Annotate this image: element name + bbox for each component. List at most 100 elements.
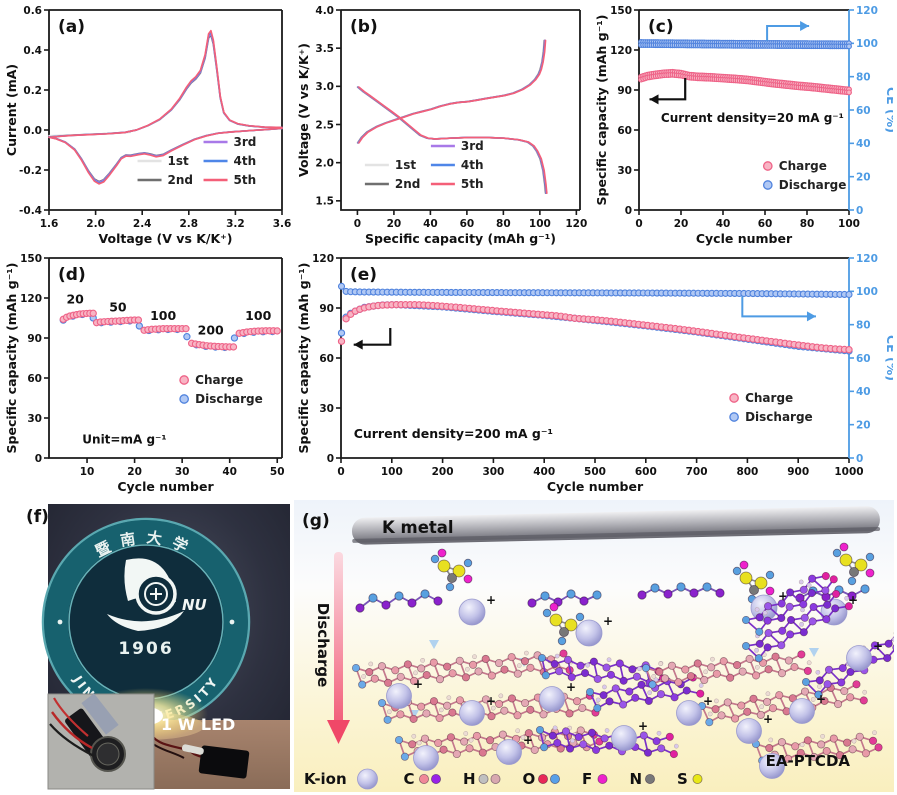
svg-text:700: 700 xyxy=(686,466,708,478)
atom-legend: K-ion C H O F N S xyxy=(304,768,703,790)
svg-text:120: 120 xyxy=(20,293,42,305)
svg-text:(a): (a) xyxy=(58,17,85,37)
panel-g-label: (g) xyxy=(302,511,330,531)
panel-a-cv-chart: 1.6 2.0 2.4 2.8 3.2 3.6 -0.4 -0.2 0.0 0.2 0.4 0.6 Vo… xyxy=(4,2,294,252)
svg-text:+: + xyxy=(523,733,533,747)
svg-text:Current density=200 mA g⁻¹: Current density=200 mA g⁻¹ xyxy=(354,426,553,441)
svg-text:+: + xyxy=(638,719,648,733)
svg-text:Unit=mA g⁻¹: Unit=mA g⁻¹ xyxy=(82,432,166,446)
battery-connector xyxy=(198,745,250,779)
svg-text:+: + xyxy=(703,694,713,708)
panel-d-rate-chart: 10 20 30 40 50 0 30 60 90 120 150 Cycle number Speci… xyxy=(4,250,294,500)
svg-text:2nd: 2nd xyxy=(395,177,420,191)
panel-c-cycling-chart: 0 20 40 60 80 100 0 30 60 90 120 150 0 20 40 60 80 100 120… xyxy=(594,2,897,252)
svg-text:+: + xyxy=(873,639,883,653)
svg-text:+: + xyxy=(778,589,788,603)
svg-text:800: 800 xyxy=(736,466,758,478)
svg-text:0: 0 xyxy=(635,218,642,230)
svg-text:3.2: 3.2 xyxy=(226,218,245,230)
svg-text:150: 150 xyxy=(20,253,42,265)
led-photo-svg: (f) 暨南大学 JINAN UNIVERSITY xyxy=(26,504,290,790)
svg-text:2.4: 2.4 xyxy=(133,218,152,230)
svg-text:-0.4: -0.4 xyxy=(19,205,42,217)
k-metal-label: K metal xyxy=(382,518,454,537)
svg-text:+: + xyxy=(413,677,423,691)
discharge-arrow xyxy=(327,552,350,744)
svg-text:0: 0 xyxy=(856,205,863,217)
svg-text:100: 100 xyxy=(529,218,551,230)
svg-text:Charge: Charge xyxy=(195,373,243,387)
svg-text:Specific capacity (mAh g⁻¹): Specific capacity (mAh g⁻¹) xyxy=(365,231,556,246)
svg-text:100: 100 xyxy=(150,308,176,323)
discharge-label: Discharge xyxy=(314,603,332,688)
svg-text:300: 300 xyxy=(482,466,504,478)
svg-text:3.5: 3.5 xyxy=(315,43,334,55)
panel-f-led-photo: (f) 暨南大学 JINAN UNIVERSITY xyxy=(4,498,292,795)
svg-text:120: 120 xyxy=(856,5,878,17)
svg-text:(e): (e) xyxy=(350,265,377,285)
svg-text:3rd: 3rd xyxy=(461,139,484,153)
cv-chart-svg: 1.6 2.0 2.4 2.8 3.2 3.6 -0.4 -0.2 0.0 0.2 0.4 0.6 Vo… xyxy=(4,2,294,248)
svg-text:200: 200 xyxy=(432,466,454,478)
svg-text:Specific capacity (mAh g⁻¹): Specific capacity (mAh g⁻¹) xyxy=(296,263,311,454)
panel-f-label: (f) xyxy=(26,507,49,527)
svg-text:1.6: 1.6 xyxy=(40,218,59,230)
svg-text:40: 40 xyxy=(856,386,871,398)
svg-text:20: 20 xyxy=(387,218,402,230)
svg-text:F: F xyxy=(582,770,592,788)
svg-text:200: 200 xyxy=(198,323,224,338)
sailboat-emblem: NU xyxy=(107,558,207,631)
mechanism-svg: (g) K metal Discharge + + + + + + + + + + + + + EA-P… xyxy=(294,500,897,792)
svg-text:400: 400 xyxy=(533,466,555,478)
svg-text:60: 60 xyxy=(319,353,334,365)
clip xyxy=(81,693,119,735)
cycling-200mAg-svg: 0 100 200 300 400 500 600 700 800 900 100003060901… xyxy=(296,250,897,496)
svg-text:10: 10 xyxy=(80,466,95,478)
svg-text:900: 900 xyxy=(787,466,809,478)
k-metal-electrode xyxy=(351,506,881,545)
svg-text:1.5: 1.5 xyxy=(315,196,334,208)
svg-text:60: 60 xyxy=(856,105,871,117)
svg-text:600: 600 xyxy=(635,466,657,478)
svg-text:500: 500 xyxy=(584,466,606,478)
svg-text:Discharge: Discharge xyxy=(195,392,263,406)
svg-text:2.0: 2.0 xyxy=(86,218,105,230)
svg-text:50: 50 xyxy=(109,299,127,314)
svg-text:S: S xyxy=(677,770,688,788)
seal-year: 1906 xyxy=(118,639,173,659)
svg-text:120: 120 xyxy=(856,253,878,265)
svg-text:Charge: Charge xyxy=(779,159,827,173)
svg-text:-0.2: -0.2 xyxy=(19,165,42,177)
svg-text:0: 0 xyxy=(625,205,632,217)
svg-text:Voltage (V vs K/K⁺): Voltage (V vs K/K⁺) xyxy=(296,43,311,177)
svg-text:0.6: 0.6 xyxy=(23,5,42,17)
svg-text:Specific capacity (mAh g⁻¹): Specific capacity (mAh g⁻¹) xyxy=(594,15,609,206)
svg-text:40: 40 xyxy=(222,466,237,478)
svg-text:60: 60 xyxy=(27,373,42,385)
svg-text:1st: 1st xyxy=(395,158,416,172)
svg-text:100: 100 xyxy=(856,38,878,50)
svg-text:4.0: 4.0 xyxy=(315,5,334,17)
svg-text:0.4: 0.4 xyxy=(23,45,42,57)
svg-text:80: 80 xyxy=(800,218,815,230)
svg-text:50: 50 xyxy=(270,466,285,478)
panel-g-mechanism-schematic: (g) K metal Discharge + + + + + + + + + + + + + EA-P… xyxy=(294,500,897,795)
svg-text:3.6: 3.6 xyxy=(273,218,292,230)
svg-text:(b): (b) xyxy=(350,17,378,37)
svg-text:Discharge: Discharge xyxy=(745,410,813,424)
svg-text:40: 40 xyxy=(716,218,731,230)
svg-text:40: 40 xyxy=(856,138,871,150)
svg-text:+: + xyxy=(566,680,576,694)
svg-text:0: 0 xyxy=(35,453,42,465)
svg-text:0: 0 xyxy=(337,466,344,478)
svg-text:60: 60 xyxy=(617,125,632,137)
svg-text:K-ion: K-ion xyxy=(304,770,347,788)
svg-text:CE (%): CE (%) xyxy=(884,335,893,381)
svg-text:80: 80 xyxy=(496,218,511,230)
svg-text:1000: 1000 xyxy=(834,466,863,478)
molecular-structures: + + + + + + + + + + + + + xyxy=(351,542,897,779)
seal-dot-left xyxy=(57,619,63,625)
svg-text:90: 90 xyxy=(27,333,42,345)
svg-text:20: 20 xyxy=(127,466,142,478)
